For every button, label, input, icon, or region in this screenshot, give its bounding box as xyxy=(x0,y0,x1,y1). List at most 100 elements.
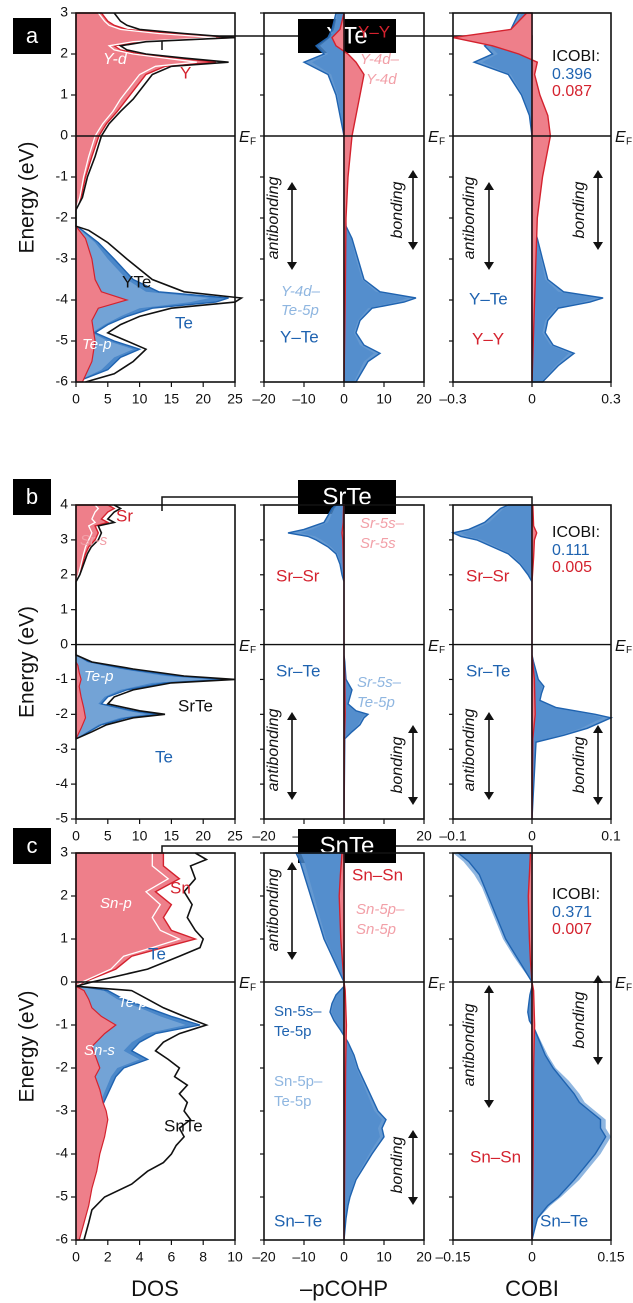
panel-c-pcohp-s-anion-orb1: Sn-5s– xyxy=(274,1003,322,1020)
panel-c-icobi-title: ICOBI: xyxy=(552,886,600,903)
pcohp-axis-label: –pCOHP xyxy=(300,1276,388,1301)
panel-a-letter: a xyxy=(26,23,39,48)
panel-a-icobi-value-red: 0.087 xyxy=(552,83,592,100)
panel-c-pcohp-xtick-label: –10 xyxy=(292,1249,316,1265)
panel-b-ytick-label: 4 xyxy=(60,496,68,512)
panel-a-pcohp-metal-metal-label: Y–Y xyxy=(358,22,390,41)
panel-a-dos-metal-area xyxy=(75,12,236,211)
panel-a-pcohp-metal-anion-area xyxy=(302,12,417,383)
panel-c-energy-ylabel: Energy (eV) xyxy=(16,990,39,1102)
panel-a-dos-xtick-label: 20 xyxy=(195,391,211,407)
panel-b-letter: b xyxy=(26,484,38,509)
panel-b-dos-total-line xyxy=(75,504,236,740)
panel-c-letter-box xyxy=(13,828,51,864)
panel-a-pcohp-xtick-label: 0 xyxy=(340,391,348,407)
panel-a-ytick-label: -2 xyxy=(56,209,69,225)
panel-b-icobi-value-blue: 0.111 xyxy=(552,542,590,559)
panel-b-energy-ylabel: Energy (eV) xyxy=(16,606,39,718)
panel-a-pcohp-xtick-label: –10 xyxy=(292,391,316,407)
panel-c-dos-xtick-label: 6 xyxy=(168,1249,176,1265)
panel-c-pcohp-metal-metal-orb2: Sn-5p xyxy=(356,921,396,938)
panel-b-dos-total-label: SrTe xyxy=(178,696,213,715)
panel-c-pcohp-xtick-label: 0 xyxy=(340,1249,348,1265)
panel-a-ytick-label: -4 xyxy=(56,291,69,307)
panel-c-pcohp-metal-anion-label: Sn–Te xyxy=(274,1211,322,1230)
panel-a-cobi-bonding-arrow-head-top xyxy=(593,170,603,178)
panel-b-dos-xtick-label: 0 xyxy=(72,828,80,844)
panel-c-pcohp-p-anion-orb1: Sn-5p– xyxy=(274,1073,323,1090)
cobi-axis-label: COBI xyxy=(505,1276,559,1301)
panel-a-pcohp-xtick-label: 20 xyxy=(416,391,432,407)
panel-c-pcohp-metal-anion-area xyxy=(294,852,387,1241)
panel-b-cobi-xtick-label: –0.1 xyxy=(439,828,466,844)
panel-b-icobi-title: ICOBI: xyxy=(552,524,600,541)
panel-a-pcohp-antibonding-arrow-head-top xyxy=(287,182,297,190)
panel-a-dos-metal-orbital-line xyxy=(75,12,216,210)
panel-a-pcohp-metal-anion-orb1: Y-4d– xyxy=(281,283,321,300)
panel-a-dos-xtick-label: 0 xyxy=(72,391,80,407)
panel-a-icobi-value-blue: 0.396 xyxy=(552,66,592,83)
panel-c-pcohp-xtick-label: 10 xyxy=(376,1249,392,1265)
panel-c-ytick-label: 1 xyxy=(60,930,68,946)
panel-b-dos-xtick-label: 25 xyxy=(227,828,243,844)
panel-c-ytick-label: -1 xyxy=(56,1016,69,1032)
panel-a-dos-metal-orbital-label: Y-d xyxy=(103,51,128,68)
panel-b-pcohp-bonding-arrow-head-top xyxy=(408,725,418,733)
panel-c-cobi-xtick-label: 0.15 xyxy=(597,1249,624,1265)
panel-c-dos-metal-label: Sn xyxy=(170,878,191,897)
panel-a-cobi-fermi-label: E xyxy=(615,129,626,146)
panel-c-dos-metal-area xyxy=(75,852,198,988)
panel-a-ytick-label: -3 xyxy=(56,250,69,266)
panel-c-dos-plot xyxy=(75,852,209,1241)
panel-b-cobi-xtick-label: 0 xyxy=(528,828,536,844)
panel-b-dos-anion-orbital-area xyxy=(76,655,210,739)
panel-b-cobi-antibonding-arrow-head-top xyxy=(484,712,494,720)
panel-c-cobi-antibonding-label: antibonding xyxy=(461,1004,478,1087)
panel-c-letter: c xyxy=(27,833,38,858)
panel-c-dos-xtick-label: 2 xyxy=(104,1249,112,1265)
panel-b-dos-frame xyxy=(75,504,236,820)
panel-a-pcohp-metal-anion-label: Y–Te xyxy=(280,327,319,346)
panel-a-cobi-metal-anion-label: Y–Te xyxy=(469,289,508,308)
panel-a-dos-total-label: YTe xyxy=(122,272,151,291)
panel-c-cobi-bonding-arrow-head-bottom xyxy=(593,1057,603,1065)
panel-c-cobi-xtick-label: 0 xyxy=(528,1249,536,1265)
panel-a-cobi-bonding-arrow-head-bottom xyxy=(593,242,603,250)
panel-b-pcohp-bonding-arrow-head-bottom xyxy=(408,797,418,805)
panel-b-pcohp-antibonding-arrow-head-top xyxy=(287,712,297,720)
panel-a-dos-metal-low-area xyxy=(75,224,129,383)
panel-b-dos-plot xyxy=(75,504,236,740)
panel-a-pcohp-bonding-arrow-head-top xyxy=(408,170,418,178)
panel-b-pcohp-fermi-label: E xyxy=(428,638,439,655)
panel-c-dos-frame xyxy=(75,852,236,1241)
panel-a-pcohp-plot xyxy=(302,12,417,383)
panel-a-ytick-label: 1 xyxy=(60,86,68,102)
panel-c-dos-anion-orbital-area xyxy=(76,986,186,1210)
panel-c-cobi-bonding-label: bonding xyxy=(571,991,588,1048)
panel-c-dos-xtick-label: 0 xyxy=(72,1249,80,1265)
panel-c-pcohp-antibonding-label: antibonding xyxy=(265,869,282,952)
panel-a-dos-metal-label: Y xyxy=(180,63,191,82)
panel-b-dos-xtick-label: 15 xyxy=(164,828,180,844)
panel-a-cobi-antibonding-arrow-head-top xyxy=(484,182,494,190)
panel-a-ytick-label: 2 xyxy=(60,45,68,61)
panel-c-dos-metal-orbital-label: Sn-p xyxy=(100,895,132,912)
panel-a-energy-ylabel: Energy (eV) xyxy=(16,141,39,253)
panel-c-icobi-value-blue: 0.371 xyxy=(552,904,592,921)
panel-b-cobi-metal-anion-label: Sr–Te xyxy=(466,661,510,680)
panel-c-pcohp-p-anion-orb2: Te-5p xyxy=(274,1093,312,1110)
panel-c-pcohp-metal-metal-label: Sn–Sn xyxy=(352,865,403,884)
panel-c-cobi-antibonding-arrow-head-bottom xyxy=(484,1100,494,1108)
panel-b-cobi-fermi-label: E xyxy=(615,638,626,655)
panel-b-cobi-xtick-label: 0.1 xyxy=(601,828,621,844)
panel-b-pcohp-bonding-label: bonding xyxy=(389,736,406,793)
panel-a-pcohp-fermi-label: E xyxy=(428,129,439,146)
panel-a-cobi-bonding-label: bonding xyxy=(571,181,588,238)
panel-b-cobi-bonding-arrow-head-bottom xyxy=(593,797,603,805)
panel-b-dos-metal-label: Sr xyxy=(116,506,133,525)
panel-c-dos-total-line xyxy=(75,852,209,1241)
panel-c-cobi-antibonding-arrow-head-top xyxy=(484,985,494,993)
panel-c-cobi-fermi-label: E xyxy=(615,975,626,992)
panel-b-ytick-label: -3 xyxy=(56,740,69,756)
